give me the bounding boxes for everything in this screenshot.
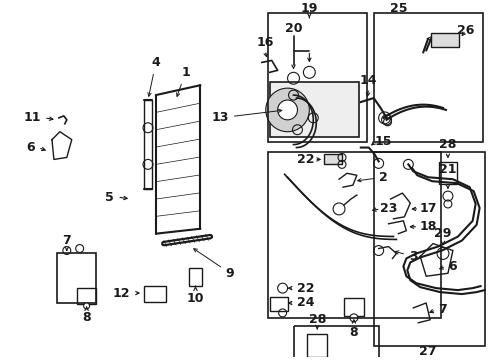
Text: 19: 19 [300, 3, 317, 15]
Text: 5: 5 [105, 190, 114, 203]
Bar [294, 326, 378, 360]
Text: 22: 22 [297, 153, 314, 166]
Bar [373, 13, 482, 141]
Bar [267, 13, 366, 141]
Text: 8: 8 [349, 326, 358, 339]
Text: 26: 26 [456, 24, 473, 37]
Bar [438, 162, 456, 184]
Text: 3: 3 [394, 250, 417, 263]
Text: 27: 27 [419, 345, 436, 358]
Text: 22: 22 [297, 282, 314, 294]
Text: 12: 12 [112, 287, 130, 300]
Bar [269, 82, 358, 137]
Circle shape [265, 88, 309, 132]
Text: 7: 7 [438, 303, 447, 316]
Text: 24: 24 [297, 297, 314, 310]
Circle shape [349, 314, 357, 322]
Bar [373, 152, 484, 346]
Text: 2: 2 [357, 171, 387, 184]
Bar [307, 334, 326, 357]
Text: 7: 7 [62, 234, 71, 247]
Bar [267, 152, 440, 318]
Text: 20: 20 [284, 22, 302, 35]
Text: 6: 6 [26, 141, 35, 154]
Bar [324, 154, 341, 165]
Text: 9: 9 [193, 249, 234, 280]
Circle shape [83, 303, 89, 309]
Text: 10: 10 [186, 292, 204, 305]
Bar [188, 268, 202, 286]
Text: 17: 17 [419, 202, 436, 215]
Text: 15: 15 [374, 135, 391, 148]
Text: 23: 23 [379, 202, 396, 215]
Text: 29: 29 [433, 227, 451, 240]
Text: 14: 14 [359, 74, 377, 87]
Bar [57, 253, 96, 303]
Text: 25: 25 [389, 3, 407, 15]
Bar [144, 100, 152, 189]
Bar [430, 33, 458, 46]
Text: 28: 28 [308, 313, 325, 326]
Text: 11: 11 [23, 111, 41, 124]
Bar [343, 298, 363, 316]
Bar [77, 288, 96, 304]
Text: 8: 8 [82, 311, 91, 324]
Text: 13: 13 [211, 109, 281, 124]
Text: 16: 16 [256, 36, 273, 49]
Text: 6: 6 [447, 260, 456, 273]
Bar [144, 286, 165, 302]
Bar [269, 297, 287, 311]
Text: 4: 4 [147, 56, 160, 96]
Text: 18: 18 [419, 220, 436, 233]
Text: 28: 28 [438, 138, 456, 151]
Text: 21: 21 [438, 163, 456, 176]
Circle shape [277, 100, 297, 120]
Text: 1: 1 [176, 66, 189, 96]
